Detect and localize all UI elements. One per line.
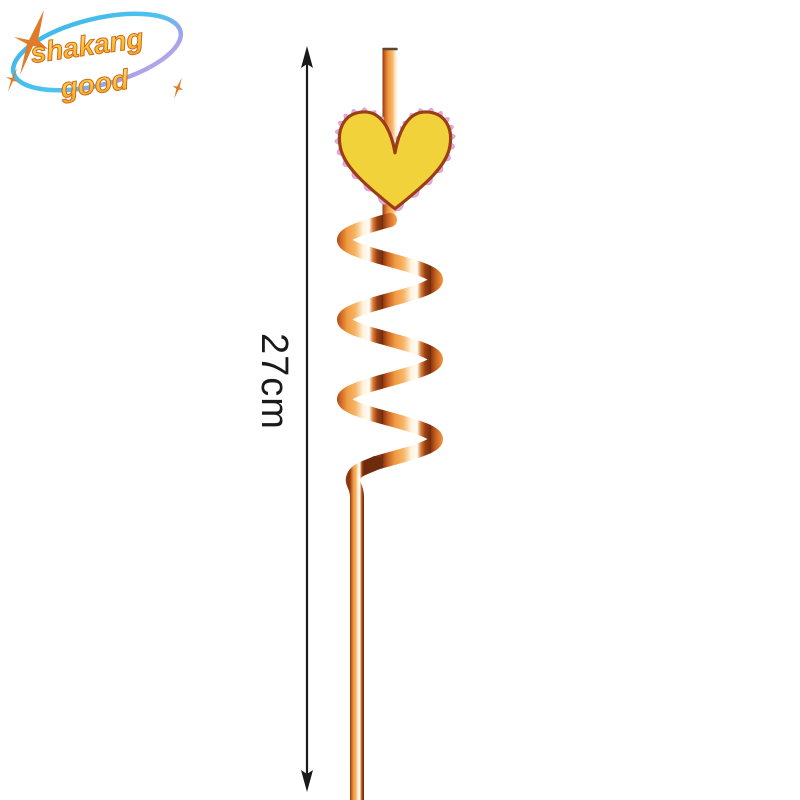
svg-text:shakang: shakang xyxy=(29,22,146,69)
svg-text:27cm: 27cm xyxy=(253,333,295,430)
svg-text:good: good xyxy=(58,64,132,104)
